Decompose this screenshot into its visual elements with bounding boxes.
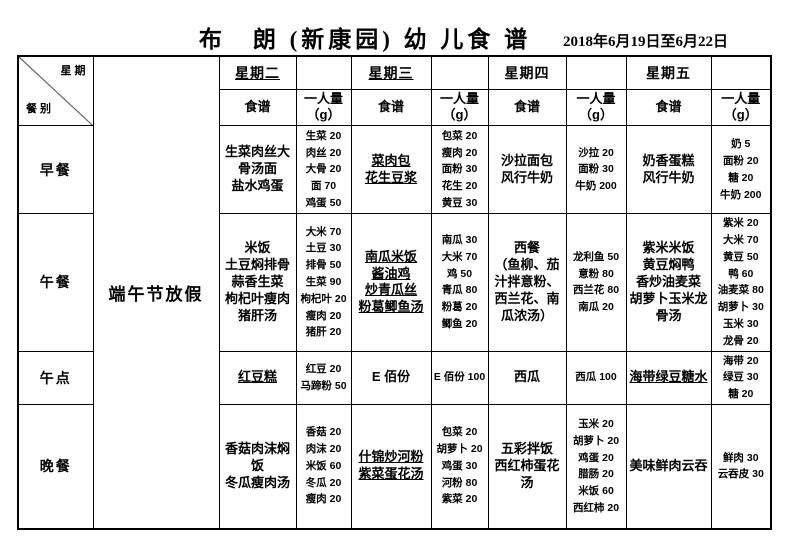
portion-cell-snack-wednesday: E 佰份 100 — [430, 350, 489, 406]
portion-cell-breakfast-friday: 奶 5 面粉 20 糖 20 牛奶 200 — [710, 125, 772, 215]
sub-header-row: 食谱 一人量 （g） 食谱 一人量 （g） 食谱 一人量 （g） 食谱 一人量 … — [18, 88, 772, 127]
portion-cell-lunch-tuesday: 大米 70 土豆 30 排骨 50 生菜 90 枸杞叶 20 瘦肉 20 猪肝 … — [295, 213, 352, 352]
day-header-row: 星 期 餐 别 端午节放假 星期二 星期三 星期四 星期五 — [17, 55, 772, 530]
corner-week-label: 星 期 — [60, 65, 86, 77]
meal-label-breakfast: 早餐 — [17, 125, 94, 215]
portion-cell-snack-friday: 海带 20 绿豆 30 糖 20 — [710, 350, 772, 406]
recipe-cell-snack-thursday: 西瓜 — [487, 350, 567, 406]
holiday-note-cell: 端午节放假 — [92, 55, 220, 530]
recipe-cell-lunch-friday: 紫米米饭 黄豆焖鸭 香炒油麦菜 胡萝卜玉米龙 骨汤 — [625, 213, 712, 352]
recipe-header-thursday: 食谱 — [487, 88, 567, 127]
recipe-cell-snack-tuesday: 红豆糕 — [218, 350, 297, 406]
corner-cell: 星 期 餐 别 — [17, 55, 94, 127]
portion-cell-lunch-thursday: 龙利鱼 50 意粉 80 西兰花 80 南瓜 20 — [565, 213, 627, 352]
portion-cell-breakfast-thursday: 沙拉 20 面粉 30 牛奶 200 — [565, 125, 627, 215]
date-range: 2018年6月19日至6月22日 — [563, 34, 729, 50]
snack-row: 午点 红豆糕 红豆 20 马蹄粉 50 E 佰份 E 佰份 100 西瓜 西瓜 … — [17, 350, 772, 406]
recipe-cell-breakfast-wednesday: 菜肉包 花生豆浆 — [350, 125, 432, 215]
menu-table: 星 期 餐 别 端午节放假 星期二 星期三 星期四 星期五 食谱 一人量 （g）… — [17, 55, 772, 530]
recipe-header-wednesday: 食谱 — [350, 88, 432, 127]
recipe-cell-dinner-tuesday: 香菇肉沫焖 饭 冬瓜瘦肉汤 — [218, 404, 297, 530]
meal-label-lunch: 午餐 — [17, 213, 94, 352]
portion-cell-dinner-wednesday: 包菜 20 胡萝卜 20 鸡蛋 30 河粉 80 紫菜 20 — [430, 404, 489, 530]
portion-cell-dinner-friday: 鲜肉 30 云吞皮 30 — [710, 404, 772, 530]
recipe-header-friday: 食谱 — [625, 88, 712, 127]
portion-cell-breakfast-tuesday: 生菜 20 肉丝 20 大骨 20 面 70 鸡蛋 50 — [295, 125, 352, 215]
day-header-spacer — [710, 55, 772, 90]
page-title: 布 朗 (新康园) 幼 儿食 谱 — [198, 27, 532, 52]
corner-meal-label: 餐 别 — [26, 103, 52, 116]
day-header-friday: 星期五 — [625, 55, 712, 90]
day-header-thursday: 星期四 — [487, 55, 567, 90]
recipe-cell-dinner-wednesday: 什锦炒河粉 紫菜蛋花汤 — [350, 404, 432, 530]
portion-cell-dinner-thursday: 玉米 20 胡萝卜 20 鸡蛋 20 腊肠 20 米饭 60 西红柿 20 — [565, 404, 627, 530]
lunch-row: 午餐 米饭 土豆焖排骨 蒜香生菜 枸杞叶瘦肉 猪肝汤 大米 70 土豆 30 排… — [17, 213, 772, 352]
recipe-cell-dinner-friday: 美味鲜肉云吞 — [625, 404, 712, 530]
portion-header-wednesday: 一人量 （g） — [430, 88, 489, 127]
recipe-cell-snack-friday: 海带绿豆糖水 — [625, 350, 712, 406]
recipe-cell-breakfast-tuesday: 生菜肉丝大 骨汤面 盐水鸡蛋 — [218, 125, 297, 215]
portion-header-thursday: 一人量 （g） — [565, 88, 627, 127]
portion-header-friday: 一人量 （g） — [710, 88, 772, 127]
meal-label-dinner: 晚餐 — [17, 404, 94, 530]
recipe-cell-lunch-thursday: 西餐 （鱼柳、茄 汁拌意粉、 西兰花、南 瓜浓汤） — [487, 213, 567, 352]
recipe-cell-lunch-tuesday: 米饭 土豆焖排骨 蒜香生菜 枸杞叶瘦肉 猪肝汤 — [218, 213, 297, 352]
recipe-cell-lunch-wednesday: 南瓜米饭 酱油鸡 炒青瓜丝 粉葛鲫鱼汤 — [350, 213, 432, 352]
day-header-wednesday: 星期三 — [350, 55, 432, 90]
portion-cell-breakfast-wednesday: 包菜 20 瘦肉 20 面粉 30 花生 20 黄豆 30 — [430, 125, 489, 215]
recipe-header-tuesday: 食谱 — [218, 88, 297, 127]
day-header-spacer — [430, 55, 489, 90]
portion-header-tuesday: 一人量 （g） — [295, 88, 352, 127]
recipe-cell-snack-wednesday: E 佰份 — [350, 350, 432, 406]
portion-cell-snack-tuesday: 红豆 20 马蹄粉 50 — [295, 350, 352, 406]
portion-cell-dinner-tuesday: 香菇 20 肉沫 20 米饭 60 冬瓜 20 瘦肉 20 — [295, 404, 352, 530]
breakfast-row: 早餐 生菜肉丝大 骨汤面 盐水鸡蛋 生菜 20 肉丝 20 大骨 20 面 70… — [17, 125, 772, 215]
portion-cell-lunch-wednesday: 南瓜 30 大米 70 鸡 50 青瓜 80 粉葛 20 鲫鱼 20 — [430, 213, 489, 352]
dinner-row: 晚餐 香菇肉沫焖 饭 冬瓜瘦肉汤 香菇 20 肉沫 20 米饭 60 冬瓜 20… — [17, 404, 772, 530]
recipe-cell-breakfast-thursday: 沙拉面包 风行牛奶 — [487, 125, 567, 215]
portion-cell-snack-thursday: 西瓜 100 — [565, 350, 627, 406]
day-header-spacer — [565, 55, 627, 90]
day-header-spacer — [295, 55, 352, 90]
recipe-cell-breakfast-friday: 奶香蛋糕 风行牛奶 — [625, 125, 712, 215]
diagonal-line — [19, 57, 92, 125]
recipe-cell-dinner-thursday: 五彩拌饭 西红柿蛋花 汤 — [487, 404, 567, 530]
portion-cell-lunch-friday: 紫米 20 大米 70 黄豆 50 鸭 60 油麦菜 80 胡萝卜 30 玉米 … — [710, 213, 772, 352]
day-header-tuesday: 星期二 — [218, 55, 297, 90]
meal-label-snack: 午点 — [17, 350, 94, 406]
